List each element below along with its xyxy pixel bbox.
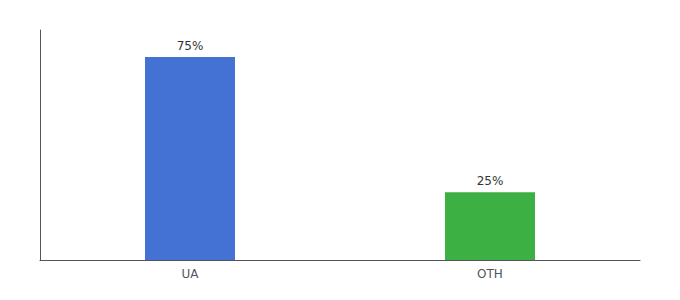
svg-text:OTH: OTH	[477, 267, 503, 281]
svg-text:UA: UA	[182, 267, 200, 281]
svg-text:25%: 25%	[477, 174, 504, 188]
svg-text:75%: 75%	[177, 39, 204, 53]
